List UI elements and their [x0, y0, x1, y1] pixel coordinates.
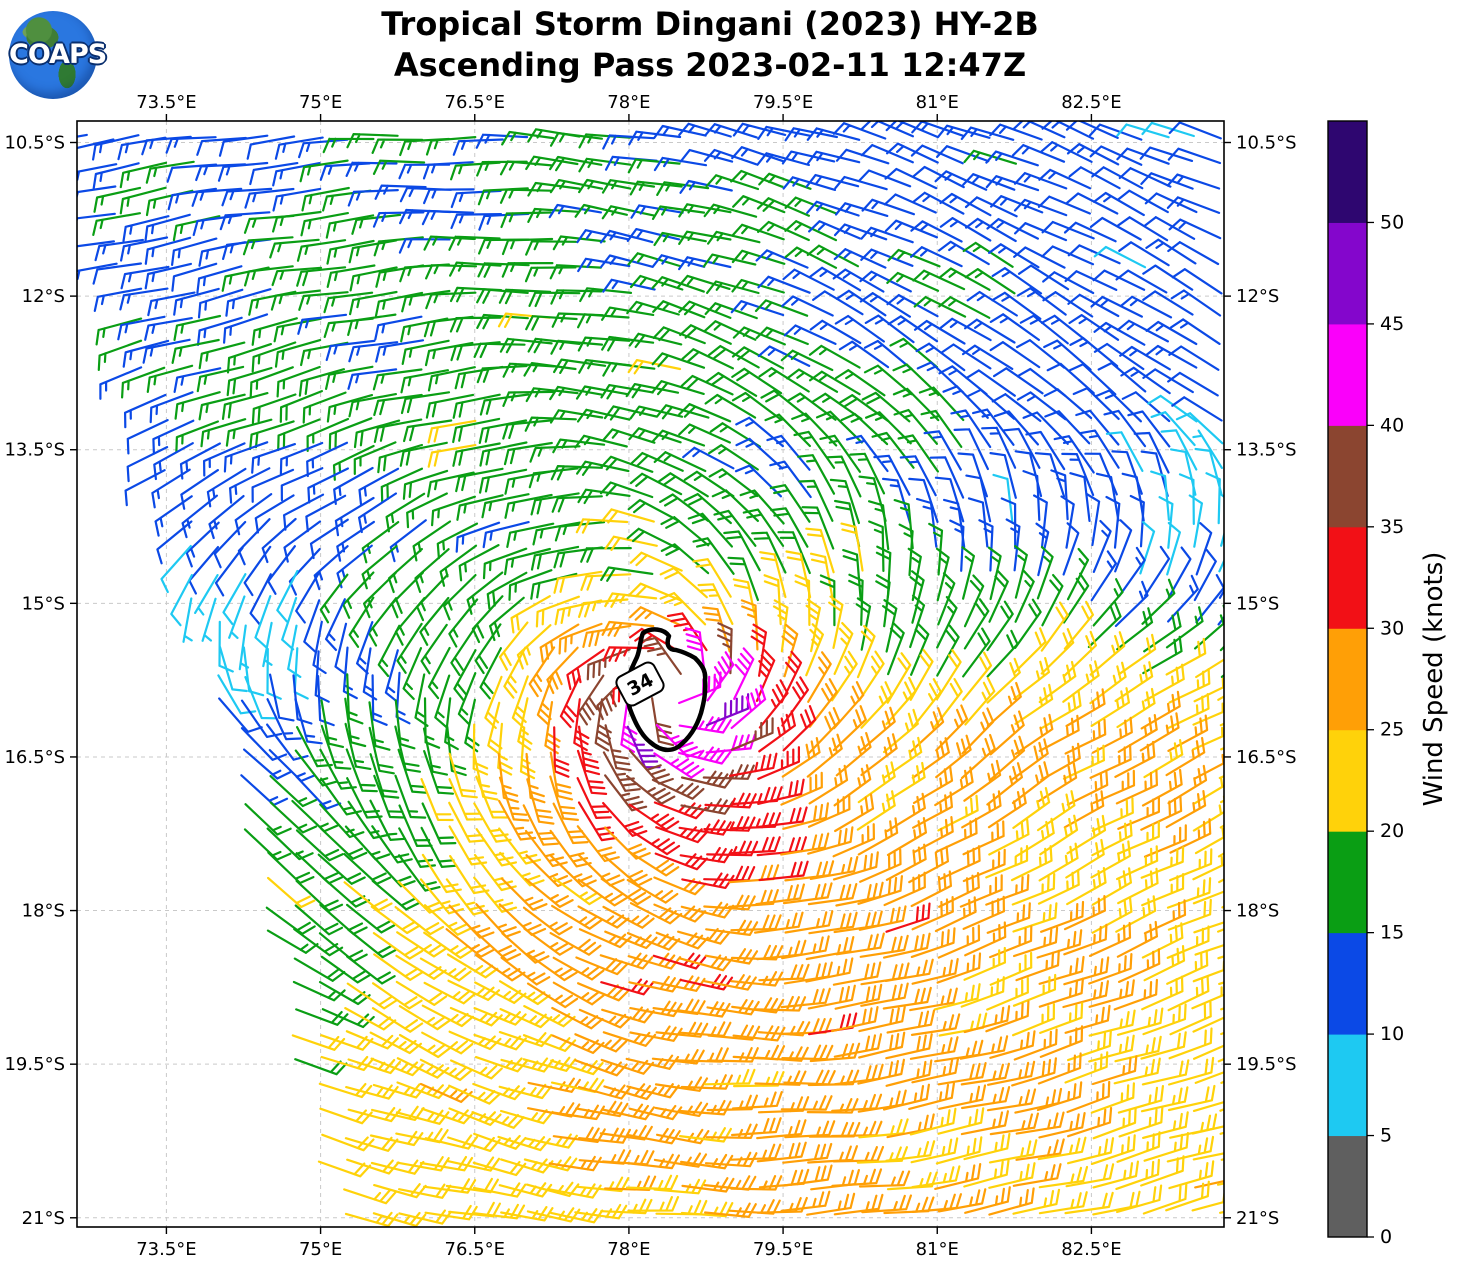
svg-text:81°E: 81°E [916, 92, 959, 113]
axis-tick-labels: 73.5°E 73.5°E 75°E 75°E 76.5°E 76.5°E 78°E 78°E… [4, 92, 1296, 1260]
svg-text:30: 30 [1380, 617, 1404, 639]
svg-text:35: 35 [1380, 516, 1404, 538]
svg-text:45: 45 [1380, 313, 1404, 335]
svg-text:0: 0 [1380, 1226, 1392, 1248]
colorbar: 0 5 10 15 20 25 30 35 40 45 50 Wind Speed (knots) [1327, 120, 1449, 1248]
svg-text:76.5°E: 76.5°E [445, 92, 505, 113]
svg-text:13.5°S: 13.5°S [1236, 440, 1297, 461]
svg-text:19.5°S: 19.5°S [1236, 1054, 1297, 1075]
svg-text:10: 10 [1380, 1023, 1404, 1045]
svg-text:78°E: 78°E [607, 92, 650, 113]
svg-text:40: 40 [1380, 414, 1404, 436]
svg-text:15°S: 15°S [1236, 593, 1279, 614]
coaps-logo-text: COAPS [9, 39, 107, 70]
contour-34kt: 34 [615, 627, 708, 753]
svg-text:16.5°S: 16.5°S [1236, 747, 1297, 768]
svg-text:50: 50 [1380, 211, 1404, 233]
svg-text:82.5°E: 82.5°E [1061, 1239, 1121, 1260]
svg-text:79.5°E: 79.5°E [753, 92, 813, 113]
svg-text:13.5°S: 13.5°S [4, 440, 65, 461]
svg-text:15°S: 15°S [22, 593, 65, 614]
svg-text:18°S: 18°S [1236, 901, 1279, 922]
svg-text:12°S: 12°S [1236, 286, 1279, 307]
chart-title-block: Tropical Storm Dingani (2023) HY-2B Asce… [180, 4, 1240, 86]
chart-subtitle: Ascending Pass 2023-02-11 12:47Z [393, 46, 1027, 84]
coaps-logo: COAPS [9, 11, 107, 99]
svg-text:82.5°E: 82.5°E [1061, 92, 1121, 113]
svg-text:16.5°S: 16.5°S [4, 747, 65, 768]
svg-text:20: 20 [1380, 820, 1404, 842]
colorbar-axis-label: Wind Speed (knots) [1419, 552, 1449, 807]
svg-text:12°S: 12°S [22, 286, 65, 307]
contour-label-34: 34 [615, 661, 665, 707]
svg-text:25: 25 [1380, 719, 1404, 741]
svg-text:79.5°E: 79.5°E [753, 1239, 813, 1260]
wind-barbs-layer [77, 121, 1224, 1227]
svg-text:15: 15 [1380, 922, 1404, 944]
svg-text:21°S: 21°S [1236, 1208, 1279, 1229]
axes: 73.5°E 73.5°E 75°E 75°E 76.5°E 76.5°E 78°E 78°E… [4, 92, 1296, 1260]
svg-text:76.5°E: 76.5°E [445, 1239, 505, 1260]
svg-text:21°S: 21°S [22, 1208, 65, 1229]
svg-text:78°E: 78°E [607, 1239, 650, 1260]
svg-text:75°E: 75°E [299, 1239, 342, 1260]
svg-text:5: 5 [1380, 1125, 1392, 1147]
svg-text:73.5°E: 73.5°E [136, 1239, 196, 1260]
svg-text:75°E: 75°E [299, 92, 342, 113]
svg-text:81°E: 81°E [916, 1239, 959, 1260]
svg-text:19.5°S: 19.5°S [4, 1054, 65, 1075]
chart-title: Tropical Storm Dingani (2023) HY-2B [381, 5, 1039, 43]
svg-text:10.5°S: 10.5°S [1236, 133, 1297, 154]
svg-text:10.5°S: 10.5°S [4, 133, 65, 154]
svg-text:18°S: 18°S [22, 901, 65, 922]
colorbar-tick-labels: 0 5 10 15 20 25 30 35 40 45 50 [1380, 211, 1404, 1248]
svg-text:73.5°E: 73.5°E [136, 92, 196, 113]
